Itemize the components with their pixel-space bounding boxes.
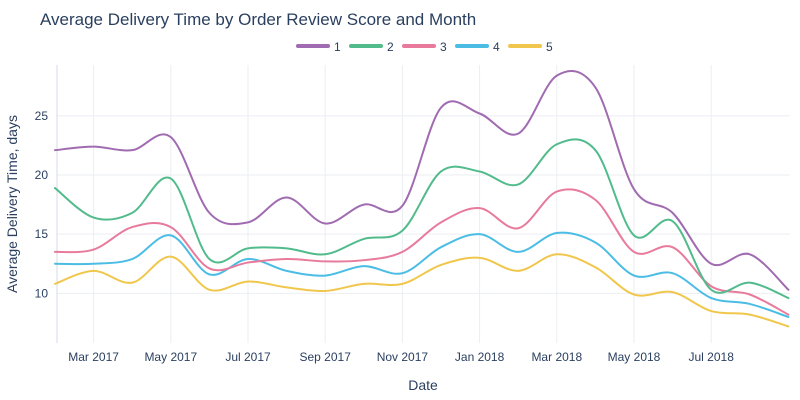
legend-item-4[interactable]: 4 — [455, 40, 500, 54]
x-axis-title: Date — [408, 377, 438, 393]
x-tick-label: Jul 2017 — [225, 350, 271, 364]
legend-label: 1 — [334, 40, 341, 54]
series-line-2 — [54, 138, 790, 300]
legend[interactable]: 1 2 3 4 5 — [296, 40, 553, 54]
x-tick-label: Sep 2017 — [300, 350, 352, 364]
legend-label: 4 — [493, 40, 500, 54]
x-tick-label: Nov 2017 — [377, 350, 429, 364]
legend-label: 5 — [546, 40, 553, 54]
x-tick-label: Jul 2018 — [689, 350, 735, 364]
y-axis-title: Average Delivery Time, days — [4, 115, 20, 293]
x-axis-ticks: Mar 2017 May 2017 Jul 2017 Sep 2017 Nov 2017… — [68, 350, 734, 364]
legend-item-5[interactable]: 5 — [508, 40, 553, 54]
legend-item-2[interactable]: 2 — [349, 40, 394, 54]
chart-title: Average Delivery Time by Order Review Sc… — [40, 10, 476, 29]
y-tick-label: 15 — [35, 227, 49, 241]
x-tick-label: Mar 2018 — [531, 350, 582, 364]
legend-item-1[interactable]: 1 — [296, 40, 341, 54]
legend-label: 3 — [440, 40, 447, 54]
x-tick-label: May 2018 — [608, 350, 661, 364]
y-tick-label: 20 — [35, 168, 49, 182]
series-line-5 — [54, 253, 790, 328]
legend-item-3[interactable]: 3 — [402, 40, 447, 54]
series-line-1 — [54, 70, 790, 291]
y-tick-label: 10 — [35, 286, 49, 300]
series-line-4 — [54, 231, 790, 318]
y-axis-ticks: 10 15 20 25 — [35, 109, 49, 300]
x-tick-label: May 2017 — [144, 350, 197, 364]
series-lines — [54, 70, 790, 328]
x-tick-label: Mar 2017 — [68, 350, 119, 364]
x-tick-label: Jan 2018 — [455, 350, 505, 364]
y-tick-label: 25 — [35, 109, 49, 123]
series-line-3 — [54, 188, 790, 316]
legend-label: 2 — [387, 40, 394, 54]
grid — [57, 65, 790, 343]
